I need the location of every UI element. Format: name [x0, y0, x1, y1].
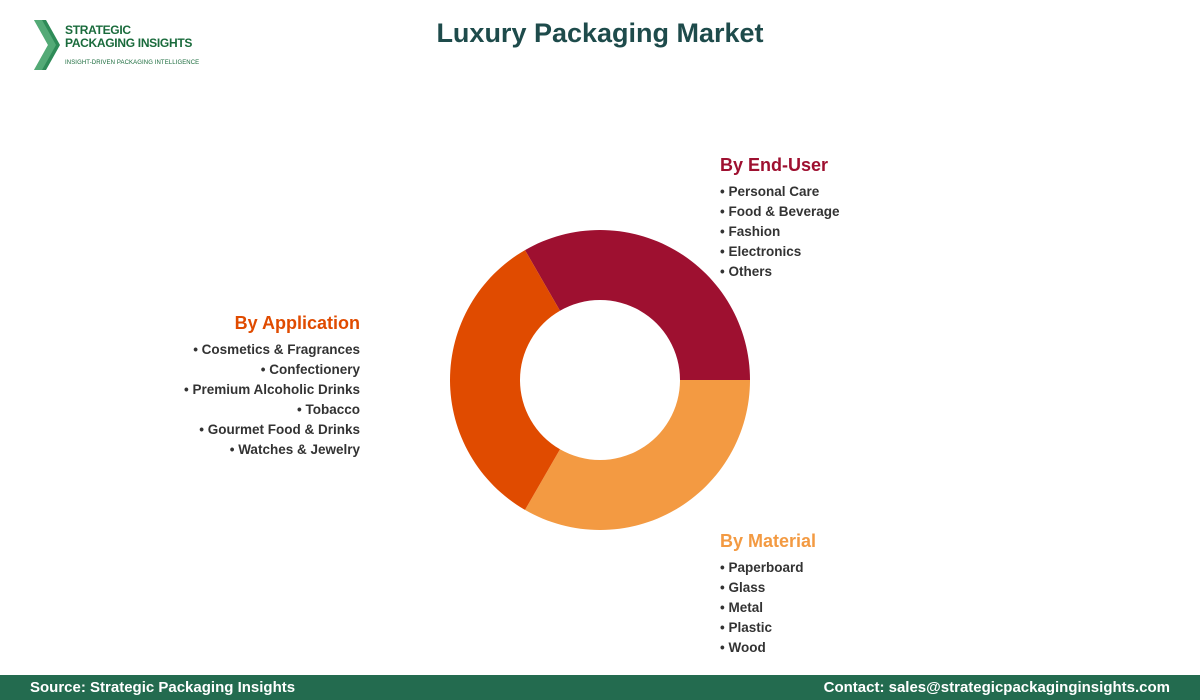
legend-group-application: By Application • Cosmetics & Fragrances •… [184, 313, 360, 460]
logo-chevron-icon [34, 20, 60, 70]
legend-list-application: • Cosmetics & Fragrances • Confectionery •… [184, 340, 360, 460]
legend-item-application: • Confectionery [260, 362, 360, 377]
legend-item-application: • Tobacco [297, 402, 360, 417]
legend-list-end-user: • Personal Care • Food & Beverage • Fashio… [720, 182, 840, 282]
legend-item-material: • Plastic [720, 620, 773, 635]
legend-item-end-user: • Personal Care [720, 184, 820, 199]
legend-heading-application: By Application [234, 313, 360, 333]
legend-item-material: • Glass [720, 580, 766, 595]
footer-bar: Source: Strategic Packaging Insights Con… [0, 675, 1200, 700]
legend-item-end-user: • Electronics [720, 244, 802, 259]
donut-slice-material [525, 380, 750, 530]
footer-source: Source: Strategic Packaging Insights [30, 679, 296, 696]
legend-item-material: • Wood [720, 640, 766, 655]
legend-group-material: By Material • Paperboard • Glass • Metal • … [720, 531, 816, 658]
donut-slice-end-user [525, 230, 750, 380]
legend-item-end-user: • Others [720, 264, 772, 279]
legend-heading-material: By Material [720, 531, 817, 551]
donut-chart [450, 230, 750, 530]
footer-contact[interactable]: Contact: sales@strategicpackaginginsight… [823, 679, 1170, 696]
legend-item-material: • Paperboard [720, 560, 804, 575]
legend-item-material: • Metal [720, 600, 763, 615]
legend-item-end-user: • Fashion [720, 224, 781, 239]
legend-item-application: • Cosmetics & Fragrances [193, 342, 360, 357]
legend-item-application: • Premium Alcoholic Drinks [183, 382, 360, 397]
chart-title: Luxury Packaging Market [436, 18, 764, 48]
legend-list-material: • Paperboard • Glass • Metal • Plastic • Woo… [720, 558, 816, 658]
legend-item-end-user: • Food & Beverage [720, 204, 840, 219]
logo-text-line2: PACKAGING INSIGHTS [65, 36, 193, 50]
donut-slice-application [450, 250, 560, 510]
legend-item-application: • Watches & Jewelry [229, 442, 360, 457]
legend-group-end-user: By End-User • Personal Care • Food & Beve… [720, 155, 840, 282]
logo-tagline: INSIGHT-DRIVEN PACKAGING INTELLIGENCE [65, 60, 200, 66]
legend-item-application: • Gourmet Food & Drinks [199, 422, 360, 437]
legend-heading-end-user: By End-User [720, 155, 829, 175]
brand-logo: STRATEGIC PACKAGING INSIGHTS INSIGHT-DRI… [30, 18, 220, 72]
logo-text-line1: STRATEGIC [65, 23, 131, 37]
